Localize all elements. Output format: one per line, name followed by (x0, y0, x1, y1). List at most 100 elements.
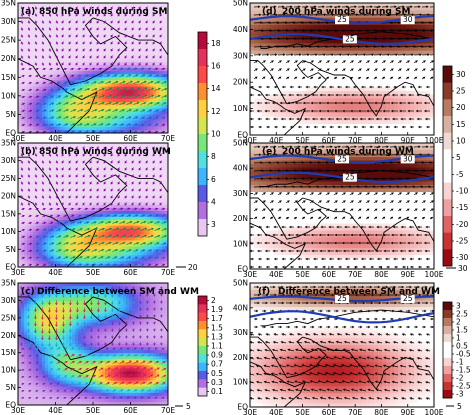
heat-cell (33, 30, 37, 35)
heat-cell (78, 95, 82, 100)
heat-cell (87, 52, 91, 57)
heat-cell (96, 231, 100, 235)
heat-cell (75, 205, 79, 209)
heat-cell (105, 193, 109, 197)
heat-cell (150, 255, 154, 259)
heat-cell (63, 68, 67, 72)
heat-cell (147, 43, 151, 47)
heat-cell (150, 193, 154, 197)
heat-cell (126, 199, 130, 203)
heat-cell (72, 193, 76, 197)
wind-vector-head (20, 35, 24, 38)
heat-cell (39, 111, 43, 115)
heat-cell (36, 143, 40, 147)
heat-cell (45, 145, 49, 150)
heat-cell (69, 83, 73, 87)
wind-vector-head (75, 62, 78, 66)
heat-cell (90, 58, 94, 63)
wind-vector-head (66, 109, 69, 112)
heat-cell (75, 255, 79, 259)
heat-cell (81, 46, 85, 50)
heat-cell (126, 15, 130, 19)
heat-cell (150, 237, 154, 241)
wind-vector-head (124, 49, 127, 52)
heat-cell (84, 237, 88, 241)
heat-cell (123, 117, 127, 122)
heat-cell (123, 111, 127, 115)
heat-cell (90, 249, 94, 253)
heat-cell (132, 120, 136, 125)
heat-cell (150, 117, 154, 122)
heat-cell (90, 143, 94, 147)
heat-cell (69, 111, 73, 115)
heat-cell (33, 40, 37, 44)
heat-cell (111, 89, 115, 94)
heat-cell (141, 190, 145, 194)
heat-cell (78, 202, 82, 206)
heat-cell (150, 30, 154, 35)
heat-cell (78, 9, 82, 13)
heat-cell (24, 40, 28, 44)
heat-cell (108, 15, 112, 19)
heat-cell (60, 89, 64, 94)
heat-cell (75, 46, 79, 50)
heat-cell (153, 102, 157, 106)
heat-cell (36, 68, 40, 72)
heat-cell (39, 157, 43, 162)
heat-cell (21, 219, 25, 224)
heat-cell (33, 114, 37, 118)
heat-cell (84, 123, 88, 128)
heat-cell (18, 37, 22, 41)
heat-cell (123, 151, 127, 156)
heat-cell (120, 111, 124, 115)
heat-cell (129, 58, 133, 63)
wind-vector-head (29, 102, 33, 106)
heat-cell (87, 37, 91, 41)
heat-cell (144, 68, 148, 72)
heat-cell (120, 258, 124, 262)
heat-cell (45, 114, 49, 118)
heat-cell (81, 71, 85, 75)
wind-vector (147, 81, 153, 84)
heat-cell (150, 18, 154, 22)
heat-cell (132, 143, 136, 147)
heat-cell (75, 258, 79, 262)
heat-cell (153, 205, 157, 209)
heat-cell (135, 92, 139, 97)
heat-cell (30, 120, 34, 125)
wind-vector-head (138, 42, 141, 45)
heat-cell (129, 105, 133, 109)
heat-cell (132, 40, 136, 44)
heat-cell (147, 246, 151, 250)
heat-cell (69, 222, 73, 227)
heat-cell (141, 12, 145, 16)
heat-cell (78, 40, 82, 44)
heat-cell (66, 52, 70, 57)
heat-cell (78, 228, 82, 232)
heat-cell (48, 126, 52, 131)
heat-cell (102, 166, 106, 170)
heat-cell (75, 249, 79, 253)
heat-cell (39, 210, 43, 215)
heat-cell (60, 3, 64, 7)
heat-cell (63, 120, 67, 125)
heat-cell (162, 202, 166, 206)
heat-cell (69, 219, 73, 224)
heat-cell (138, 21, 142, 26)
heat-cell (108, 64, 112, 69)
wind-vector-head (41, 28, 45, 31)
heat-cell (72, 237, 76, 241)
heat-cell (81, 202, 85, 206)
heat-cell (60, 154, 64, 159)
heat-cell (99, 77, 103, 81)
heat-cell (126, 43, 130, 47)
heat-cell (111, 64, 115, 69)
heat-cell (87, 83, 91, 87)
heat-cell (81, 92, 85, 97)
heat-cell (51, 222, 55, 227)
heat-cell (87, 181, 91, 185)
heat-cell (75, 68, 79, 72)
heat-cell (129, 160, 133, 165)
heat-cell (156, 172, 160, 176)
heat-cell (51, 207, 55, 212)
